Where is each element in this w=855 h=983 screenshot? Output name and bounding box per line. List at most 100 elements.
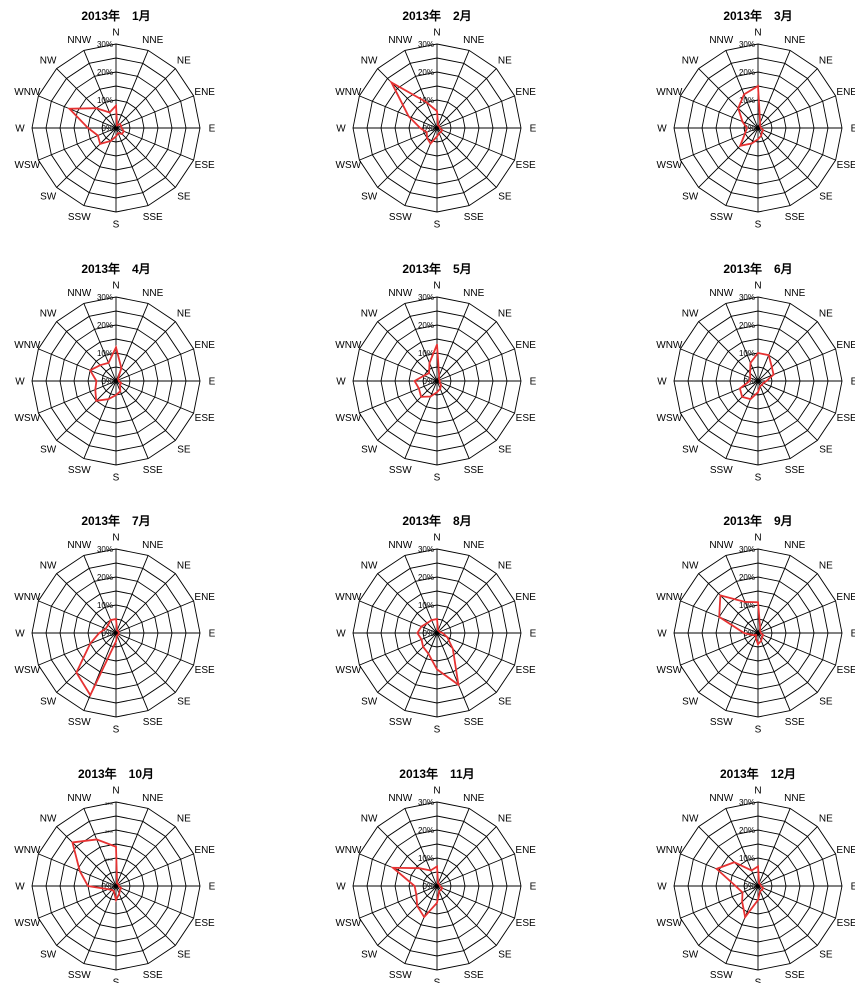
- direction-label-w: W: [15, 124, 25, 135]
- data-point-e: [438, 885, 441, 887]
- data-point-n: [757, 865, 759, 868]
- direction-label-ene: ENE: [836, 845, 855, 856]
- direction-label-wsw: WSW: [336, 665, 362, 676]
- direction-label-ne: NE: [177, 814, 191, 825]
- radial-tick-label: 10%: [739, 96, 755, 105]
- data-point-wsw: [415, 893, 418, 896]
- spoke-ese: [436, 632, 515, 666]
- data-point-ssw: [423, 916, 426, 918]
- data-point-nne: [116, 124, 118, 127]
- data-point-sse: [439, 387, 442, 390]
- data-point-wsw: [738, 387, 741, 390]
- spoke-ese: [757, 632, 836, 666]
- radial-tick-label: 20%: [97, 68, 113, 77]
- data-point-nnw: [749, 361, 752, 364]
- direction-label-ese: ESE: [837, 413, 855, 424]
- direction-label-nnw: NNW: [709, 35, 733, 46]
- wind-rose-chart-3: 2013年 3月 0% 10% 20% 30%N NNE NE ENE E ESE SE SSE S SS…: [656, 8, 855, 231]
- data-point-ese: [120, 382, 123, 385]
- data-point-sw: [739, 144, 742, 147]
- direction-label-n: N: [112, 786, 119, 797]
- direction-label-se: SE: [177, 949, 191, 960]
- direction-label-wnw: WNW: [14, 845, 41, 856]
- data-point-w: [98, 632, 101, 634]
- radial-tick-label: 0%: [101, 124, 113, 133]
- direction-label-e: E: [209, 124, 216, 135]
- spoke-ssw: [404, 632, 438, 711]
- direction-label-nne: NNE: [463, 288, 484, 299]
- direction-label-sw: SW: [361, 444, 378, 455]
- direction-label-ne: NE: [819, 309, 833, 320]
- data-point-wnw: [68, 107, 71, 110]
- spoke-sw: [56, 127, 117, 188]
- direction-label-ese: ESE: [195, 160, 215, 171]
- spoke-ssw: [83, 885, 117, 964]
- wind-rose-chart-6: 2013年 6月0%10%20%30%NNNENEENEEESESESSESSS…: [656, 261, 855, 484]
- direction-label-ne: NE: [819, 561, 833, 572]
- chart-title: 2013年 2月: [402, 8, 471, 23]
- data-point-w: [87, 127, 89, 129]
- direction-label-s: S: [113, 978, 120, 983]
- spoke-nne: [115, 555, 149, 634]
- data-point-se: [121, 133, 123, 135]
- direction-label-n: N: [754, 533, 761, 544]
- direction-label-se: SE: [177, 696, 191, 707]
- wind-rose-chart-11: 2013年 11月0%10%20%30%NNNENEENEEESESESSESS…: [335, 766, 536, 983]
- data-point-nne: [120, 367, 123, 369]
- data-point-nnw: [108, 111, 111, 114]
- data-point-sw: [99, 142, 102, 145]
- data-point-sw: [420, 395, 423, 398]
- data-point-e: [117, 885, 120, 887]
- direction-label-ne: NE: [498, 814, 512, 825]
- direction-label-wsw: WSW: [657, 665, 683, 676]
- direction-label-wnw: WNW: [656, 845, 683, 856]
- direction-label-ssw: SSW: [68, 970, 91, 981]
- spoke-wsw: [359, 127, 438, 161]
- direction-label-ne: NE: [498, 561, 512, 572]
- radial-tick-label: 0%: [101, 882, 113, 891]
- direction-label-wnw: WNW: [335, 845, 362, 856]
- data-point-wsw: [96, 134, 99, 137]
- spoke-ene: [436, 600, 515, 634]
- spoke-ssw: [404, 380, 438, 459]
- spoke-nne: [115, 808, 149, 887]
- radial-tick-label: 20%: [739, 573, 755, 582]
- data-point-ssw: [754, 637, 757, 640]
- data-point-n: [115, 104, 117, 107]
- data-point-ssw: [429, 395, 432, 398]
- data-point-ese: [438, 381, 441, 383]
- spoke-wnw: [680, 95, 759, 129]
- direction-label-w: W: [15, 629, 25, 640]
- spoke-wnw: [680, 348, 759, 382]
- direction-label-w: W: [657, 629, 667, 640]
- spoke-ene: [115, 348, 194, 382]
- data-point-e: [441, 632, 444, 634]
- direction-label-wnw: WNW: [335, 340, 362, 351]
- data-point-n: [115, 845, 117, 848]
- direction-label-e: E: [530, 124, 537, 135]
- data-point-wsw: [741, 891, 744, 894]
- spoke-se: [436, 127, 497, 188]
- data-point-nw: [719, 594, 722, 597]
- direction-label-s: S: [113, 473, 120, 484]
- spoke-nne: [757, 555, 791, 634]
- radial-tick-label: 10%: [418, 349, 434, 358]
- direction-label-ese: ESE: [516, 413, 536, 424]
- data-point-nnw: [743, 93, 745, 96]
- direction-label-nne: NNE: [463, 793, 484, 804]
- direction-label-ese: ESE: [837, 665, 855, 676]
- direction-label-sw: SW: [682, 191, 699, 202]
- direction-label-ese: ESE: [837, 918, 855, 929]
- direction-label-sse: SSE: [785, 717, 805, 728]
- spoke-ssw: [725, 127, 759, 206]
- spoke-nnw: [725, 808, 759, 887]
- direction-label-se: SE: [498, 949, 512, 960]
- spoke-sse: [436, 380, 470, 459]
- direction-label-ene: ENE: [194, 87, 215, 98]
- direction-label-sw: SW: [682, 696, 699, 707]
- data-point-n: [115, 618, 117, 620]
- direction-label-wnw: WNW: [335, 87, 362, 98]
- direction-label-nw: NW: [361, 561, 378, 572]
- spoke-ne: [115, 68, 176, 129]
